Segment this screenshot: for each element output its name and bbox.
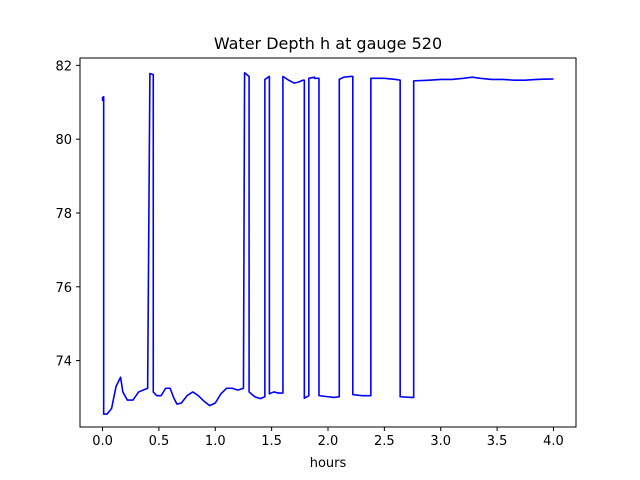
plot-area bbox=[101, 71, 554, 415]
x-tick-label: 2.0 bbox=[318, 434, 339, 449]
x-tick-label: 2.5 bbox=[374, 434, 395, 449]
x-tick-label: 1.0 bbox=[205, 434, 226, 449]
x-tick-label: 3.5 bbox=[487, 434, 508, 449]
x-tick-label: 3.0 bbox=[430, 434, 451, 449]
x-tick-label: 1.5 bbox=[261, 434, 282, 449]
x-tick-label: 4.0 bbox=[543, 434, 564, 449]
y-tick-label: 74 bbox=[55, 355, 72, 370]
x-tick-label: 0.0 bbox=[92, 434, 113, 449]
y-tick-label: 78 bbox=[55, 207, 72, 222]
y-tick-label: 76 bbox=[55, 281, 72, 296]
series-line-water-depth bbox=[101, 71, 554, 415]
y-tick-label: 82 bbox=[55, 59, 72, 74]
y-tick-label: 80 bbox=[55, 133, 72, 148]
chart-title: Water Depth h at gauge 520 bbox=[214, 34, 442, 53]
y-axis: 74 76 78 80 82 bbox=[55, 59, 80, 370]
x-axis: 0.0 0.5 1.0 1.5 2.0 2.5 3.0 3.5 4.0 bbox=[92, 427, 564, 449]
x-axis-label: hours bbox=[310, 456, 347, 471]
x-tick-label: 0.5 bbox=[149, 434, 170, 449]
